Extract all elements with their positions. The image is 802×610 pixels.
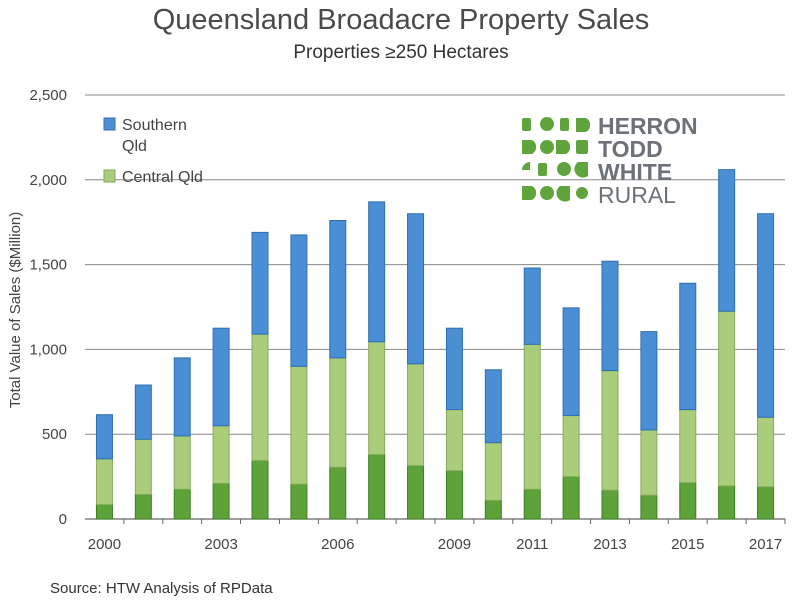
bar-southern-qld-2004 — [251, 231, 269, 335]
bar-southern-qld-2013 — [601, 260, 619, 372]
bar-southern-qld-2001 — [134, 384, 152, 440]
herron-todd-white-logo: HERRON TODD WHITE RURAL — [522, 113, 698, 208]
bar-dark-green-2013 — [601, 489, 619, 520]
bar-central-qld-2004 — [251, 333, 269, 461]
bar-southern-qld-2011 — [523, 267, 541, 345]
bar-dark-green-2014 — [640, 494, 658, 520]
bar-southern-qld-2002 — [173, 357, 191, 437]
y-axis-label: Total Value of Sales ($Million) — [7, 212, 24, 408]
logo-text-line1: HERRON — [598, 113, 698, 139]
bar-dark-green-2009 — [445, 470, 463, 520]
bar-central-qld-2015 — [679, 409, 697, 484]
bar-southern-qld-2014 — [640, 331, 658, 431]
bar-central-qld-2012 — [562, 415, 580, 478]
legend-swatch-central — [103, 169, 116, 183]
y-tick-label-2: 1,000 — [29, 341, 67, 358]
bar-central-qld-2003 — [212, 425, 230, 484]
bar-dark-green-2012 — [562, 476, 580, 520]
bar-southern-qld-2005 — [290, 234, 308, 367]
y-tick-label-1: 500 — [42, 426, 67, 443]
bar-dark-green-2003 — [212, 482, 230, 520]
y-axis-ticks: 0 500 1,000 1,500 2,000 2,500 — [29, 87, 67, 528]
source-note: Source: HTW Analysis of RPData — [50, 580, 273, 597]
y-tick-label-0: 0 — [59, 511, 67, 528]
legend: Southern Qld Central Qld — [103, 117, 203, 186]
bar-southern-qld-2016 — [718, 169, 736, 312]
bar-central-qld-2011 — [523, 343, 541, 490]
x-tick-label-2017: 2017 — [749, 536, 782, 553]
x-tick-label-2009: 2009 — [438, 536, 471, 553]
bar-dark-green-2000 — [95, 504, 113, 520]
bar-southern-qld-2006 — [329, 220, 347, 359]
x-tick-label-2003: 2003 — [204, 536, 237, 553]
bar-southern-qld-2000 — [95, 414, 113, 460]
y-tick-label-4: 2,000 — [29, 172, 67, 189]
bar-dark-green-2002 — [173, 488, 191, 520]
bar-dark-green-2011 — [523, 488, 541, 520]
bar-central-qld-2013 — [601, 370, 619, 491]
bar-southern-qld-2008 — [407, 213, 425, 365]
bar-central-qld-2005 — [290, 365, 308, 485]
bar-central-qld-2000 — [95, 458, 113, 506]
bar-southern-qld-2015 — [679, 282, 697, 411]
bar-central-qld-2009 — [445, 409, 463, 472]
logo-text-line2: TODD — [598, 136, 663, 162]
bar-southern-qld-2017 — [757, 213, 775, 418]
bar-dark-green-2010 — [484, 499, 502, 520]
bar-southern-qld-2009 — [445, 327, 463, 411]
logo-mark-icon — [522, 117, 591, 202]
bar-dark-green-2016 — [718, 485, 736, 520]
chart-subtitle: Properties ≥250 Hectares — [293, 42, 509, 63]
bar-central-qld-2002 — [173, 435, 191, 490]
bar-dark-green-2005 — [290, 483, 308, 520]
bar-central-qld-2016 — [718, 310, 736, 487]
legend-label-southern-line1: Southern — [122, 117, 187, 134]
bar-dark-green-2001 — [134, 493, 152, 520]
bar-dark-green-2007 — [368, 454, 386, 520]
bar-dark-green-2017 — [757, 486, 775, 520]
x-tick-label-2011: 2011 — [516, 536, 548, 553]
logo-text-line4: RURAL — [598, 182, 676, 208]
chart-title: Queensland Broadacre Property Sales — [152, 4, 650, 36]
legend-label-central: Central Qld — [122, 169, 203, 186]
bar-southern-qld-2003 — [212, 327, 230, 427]
legend-swatch-southern — [103, 117, 116, 131]
y-tick-label-3: 1,500 — [29, 257, 67, 274]
x-tick-label-2006: 2006 — [321, 536, 354, 553]
y-tick-label-5: 2,500 — [29, 87, 67, 104]
bar-dark-green-2015 — [679, 482, 697, 520]
bar-central-qld-2017 — [757, 416, 775, 488]
bar-southern-qld-2007 — [368, 201, 386, 343]
bar-dark-green-2008 — [407, 465, 425, 520]
bar-southern-qld-2012 — [562, 307, 580, 417]
x-tick-label-2013: 2013 — [593, 536, 626, 553]
bar-central-qld-2006 — [329, 357, 347, 468]
legend-label-southern-line2: Qld — [122, 138, 147, 155]
bar-central-qld-2010 — [484, 442, 502, 501]
bar-central-qld-2008 — [407, 363, 425, 467]
x-tick-label-2015: 2015 — [671, 536, 704, 553]
bar-central-qld-2001 — [134, 438, 152, 495]
bar-dark-green-2004 — [251, 459, 269, 520]
bar-dark-green-2006 — [329, 466, 347, 520]
x-axis-ticks: 2000 2003 2006 2009 2011 2013 2015 2017 — [88, 519, 786, 553]
bar-central-qld-2014 — [640, 429, 658, 496]
bar-southern-qld-2010 — [484, 369, 502, 444]
x-tick-label-2000: 2000 — [88, 536, 121, 553]
logo-text-line3: WHITE — [598, 159, 672, 185]
bar-central-qld-2007 — [368, 341, 386, 456]
bars — [95, 169, 775, 520]
